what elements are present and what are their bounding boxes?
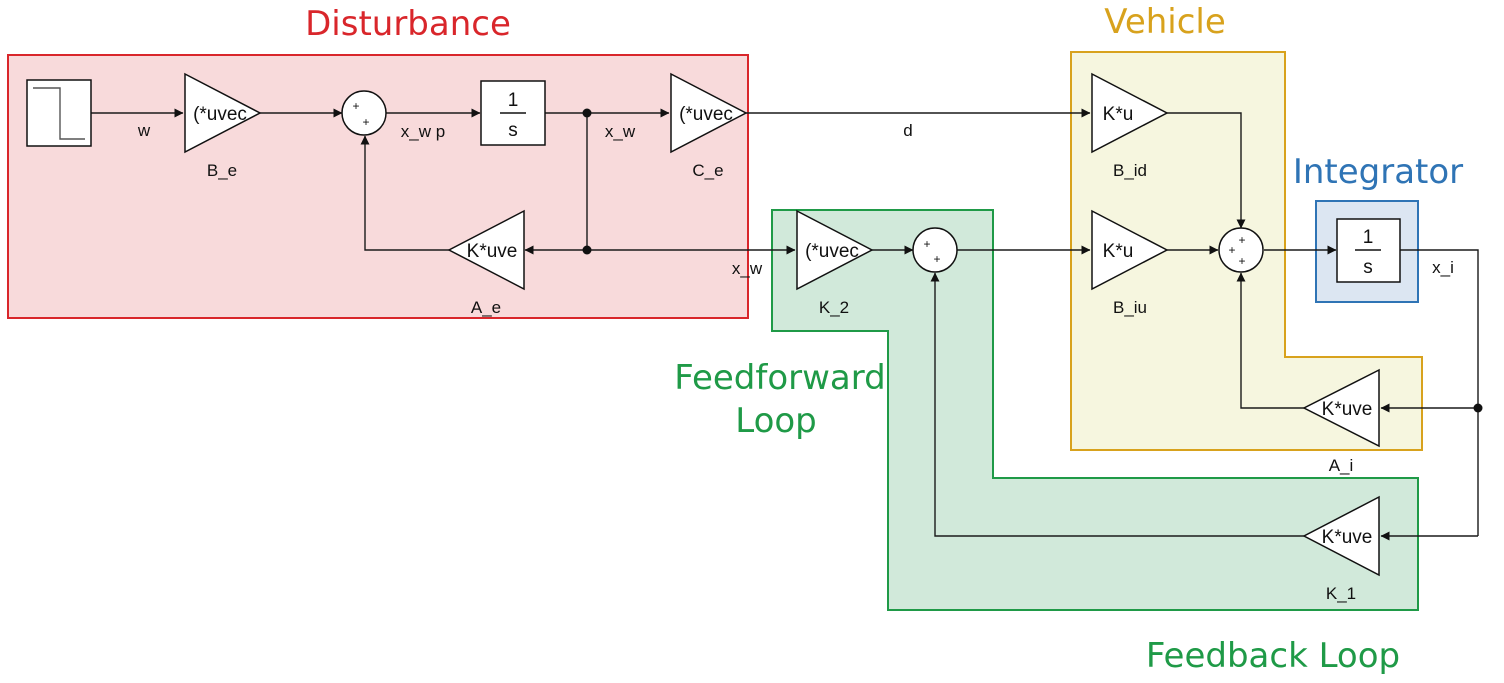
block-name-b-iu: B_iu [1113,298,1147,317]
branch-point-xw [582,108,592,118]
branch-point-xi [1473,403,1483,413]
gain-block-b-e[interactable]: (*uvec [184,72,262,154]
block-name-k-1: K_1 [1326,584,1356,603]
feedforward-title-line2: Loop [735,401,817,441]
block-name-a-i: A_i [1329,456,1354,475]
sum1-sign-a: + [352,99,359,113]
wire-bid-sum3 [1167,112,1246,229]
signal-label-x-w-p: x_w p [401,122,445,141]
sum3-sign-left: + [1228,243,1235,257]
block-name-b-id: B_id [1113,161,1147,180]
gain-c-e-text: (*uvec [679,104,733,125]
gain-block-a-e[interactable]: K*uve [447,209,525,291]
block-name-a-e: A_e [471,298,501,317]
signal-label-w: w [137,121,151,140]
gain-a-i-text: K*uve [1322,399,1373,420]
disturbance-title: Disturbance [305,4,511,44]
branch-point-xw-lower [582,245,592,255]
signal-label-x-i: x_i [1432,258,1454,277]
gain-block-c-e[interactable]: (*uvec [670,72,748,154]
block-name-b-e: B_e [207,161,237,180]
sum2-sign-b: + [933,252,940,266]
integrator2-numerator: 1 [1363,227,1374,248]
gain-block-b-id[interactable]: K*u [1091,72,1169,154]
sum3-sign-bottom: + [1238,254,1245,268]
feedforward-title-line1: Feedforward [674,358,885,398]
feedback-title: Feedback Loop [1146,636,1400,676]
feedforward-region [771,209,1419,611]
gain-k-1-text: K*uve [1322,527,1373,548]
gain-k-2-text: (*uvec [805,241,859,262]
step-source-block[interactable] [26,79,92,147]
sum-block-1[interactable]: + + [341,90,387,136]
signal-label-x-w-mid: x_w [732,259,763,278]
gain-b-iu-text: K*u [1103,241,1134,262]
wire-ai-sum3 [1236,272,1304,409]
integrator1-numerator: 1 [508,90,519,111]
wire-ae-sum1 [360,135,449,251]
gain-b-e-text: (*uvec [193,104,247,125]
wire-k1-sum2 [930,272,1304,537]
sum2-sign-a: + [923,237,930,251]
integrator-title: Integrator [1293,152,1463,192]
gain-block-b-iu[interactable]: K*u [1091,209,1169,291]
sum-block-3[interactable]: + + + [1218,227,1264,273]
gain-block-a-i[interactable]: K*uve [1302,368,1380,448]
block-name-k-2: K_2 [819,298,849,317]
sum1-sign-b: + [362,115,369,129]
integrator2-denominator: s [1363,257,1373,278]
step-icon [33,87,85,140]
signal-label-x-w-top: x_w [605,122,636,141]
signal-label-d: d [903,121,912,140]
gain-block-k-1[interactable]: K*uve [1302,495,1380,577]
block-name-c-e: C_e [692,161,723,180]
wire-xi [1400,249,1479,536]
sum3-sign-top: + [1238,233,1245,247]
gain-block-k-2[interactable]: (*uvec [796,209,874,291]
integrator-block-disturbance[interactable]: 1 s [480,80,546,146]
sum-block-2[interactable]: + + [912,227,958,273]
disturbance-region [7,54,749,319]
vehicle-title: Vehicle [1104,2,1226,42]
gain-a-e-text: K*uve [467,241,518,262]
gain-b-id-text: K*u [1103,104,1134,125]
integrator1-denominator: s [508,120,518,141]
integrator-block-vehicle[interactable]: 1 s [1336,218,1401,283]
